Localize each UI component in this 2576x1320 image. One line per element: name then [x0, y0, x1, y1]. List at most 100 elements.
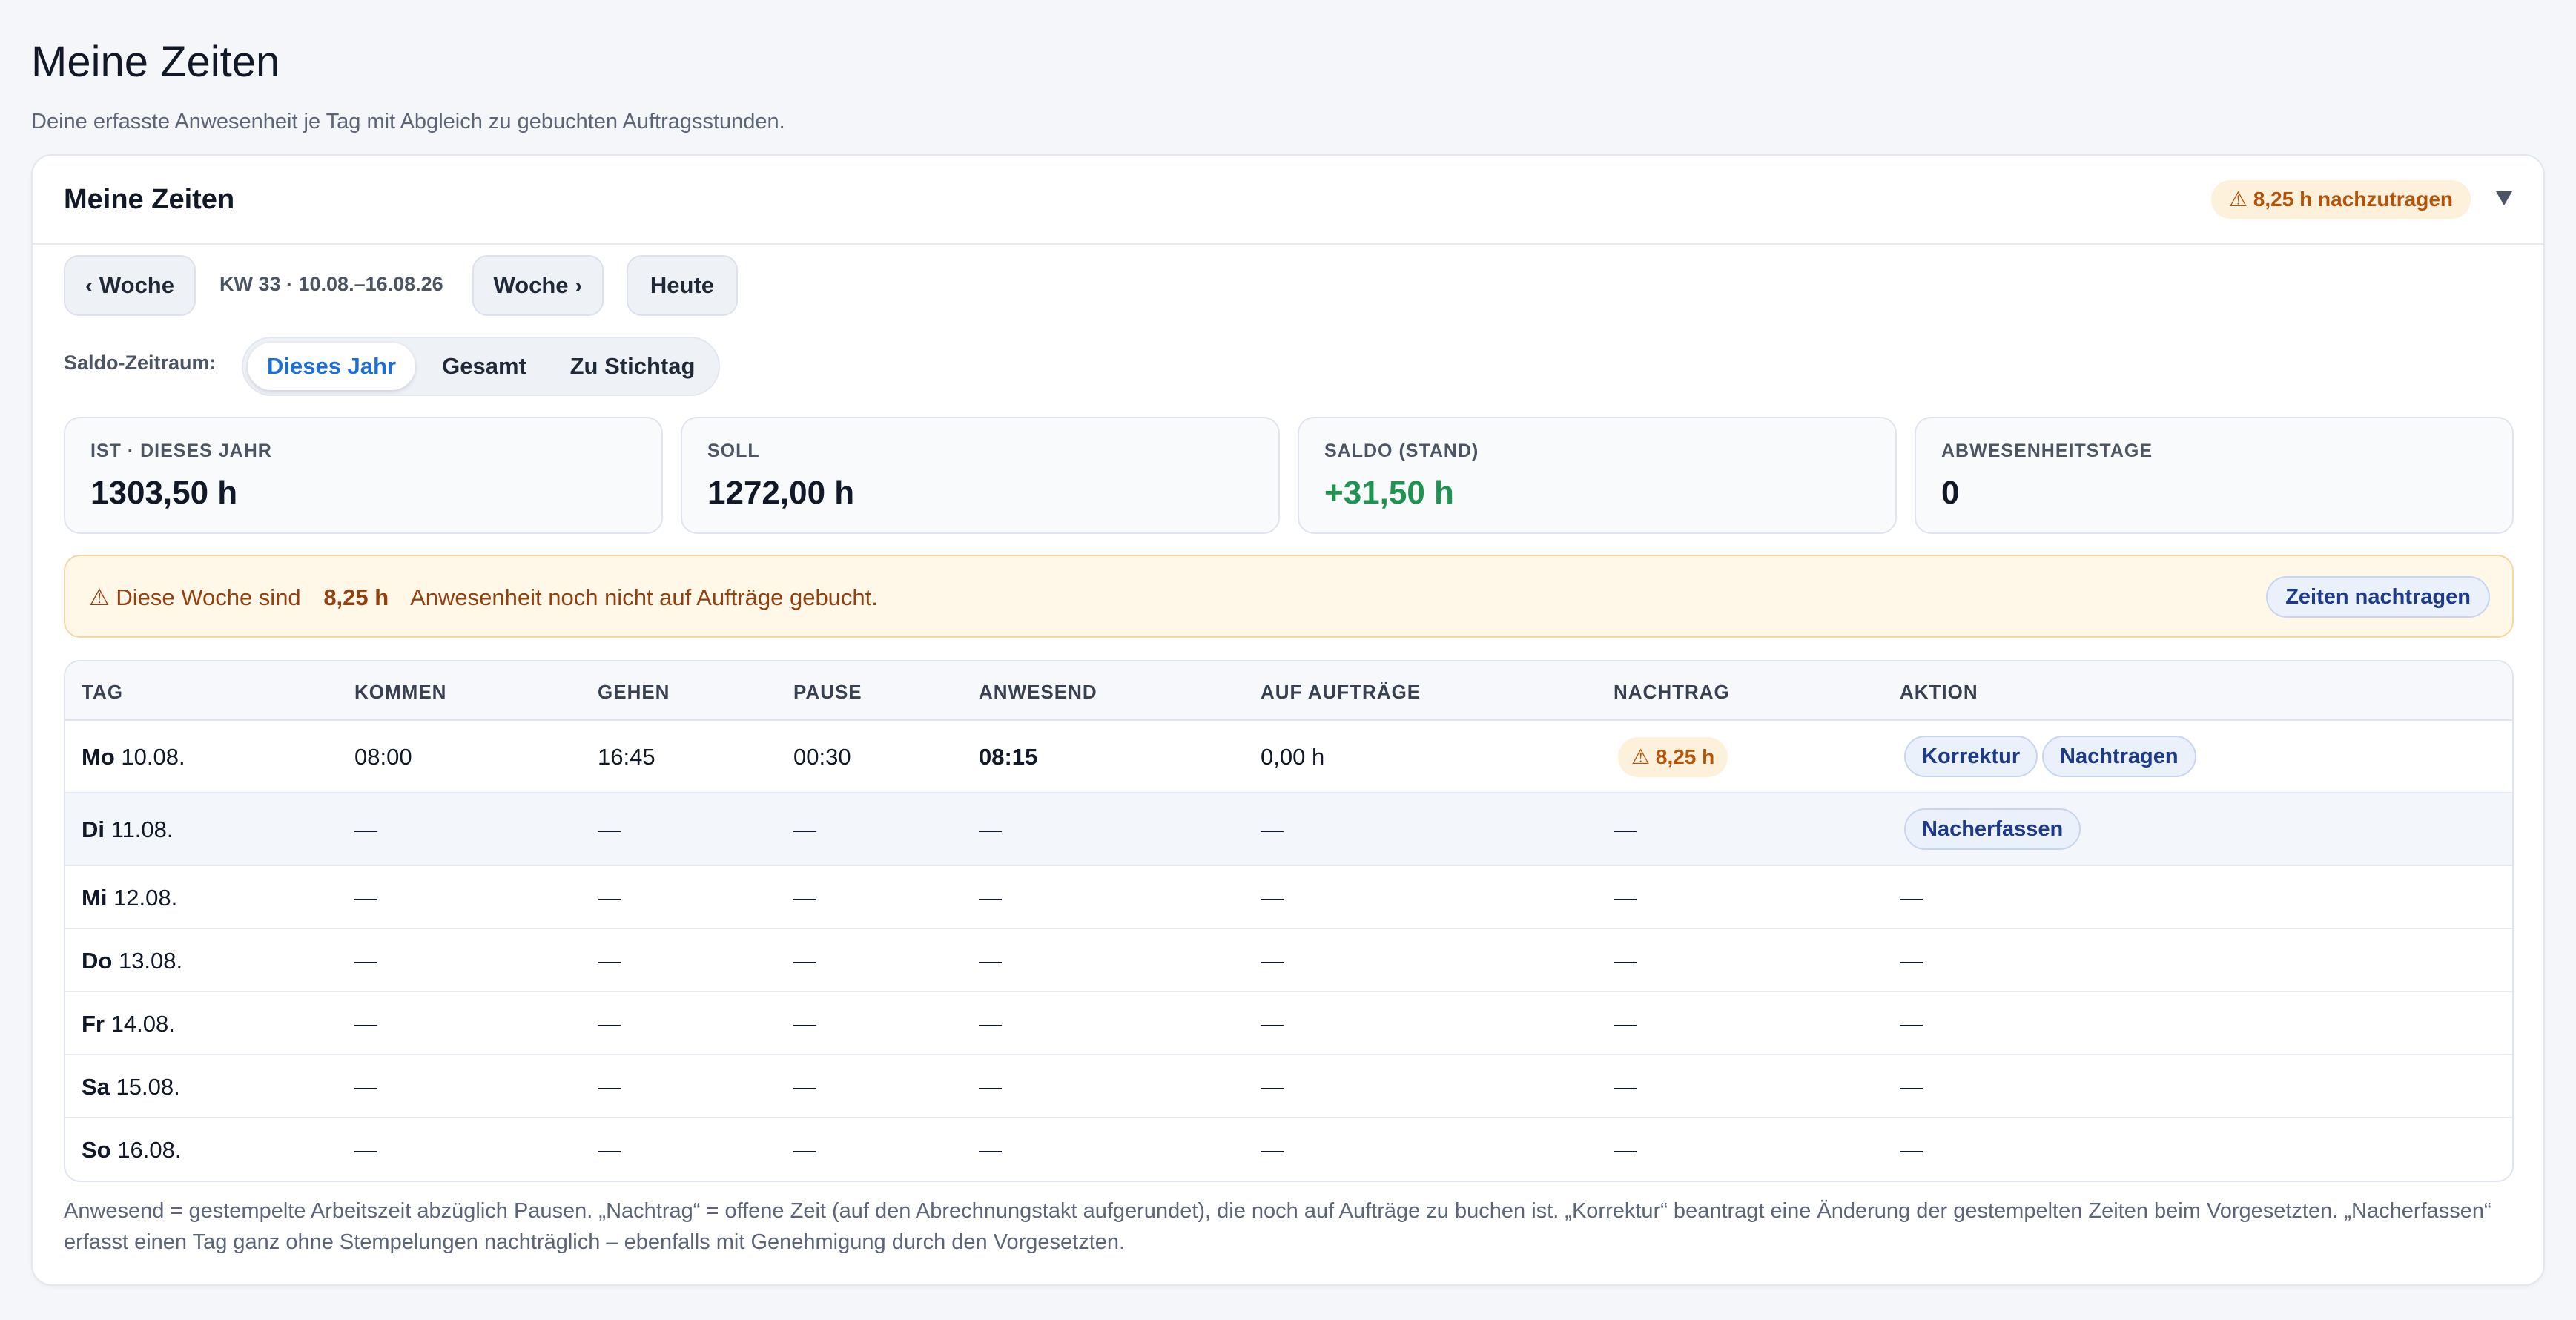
cell-come: — — [354, 885, 377, 911]
backlog-badge: ⚠ 8,25 h — [1618, 737, 1728, 777]
cell-action: — — [1900, 885, 1923, 911]
date: 10.08. — [121, 744, 185, 770]
cell-present: — — [979, 1137, 1002, 1163]
page-subtitle: Deine erfasste Anwesenheit je Tag mit Ab… — [31, 110, 785, 133]
stat-card-soll: SOLL 1272,00 h — [681, 417, 1280, 534]
table-row: So 16.08. — — — — — — — — [65, 1118, 2512, 1181]
triangle-down-icon[interactable] — [2494, 188, 2514, 208]
saldo-option-total[interactable]: Gesamt — [442, 353, 526, 379]
cell-leave: — — [598, 948, 621, 974]
alert-suffix: Anwesenheit noch nicht auf Aufträge gebu… — [410, 584, 878, 610]
cell-present: — — [979, 948, 1002, 974]
weekday: Sa — [82, 1074, 110, 1100]
cell-break: — — [793, 885, 816, 911]
column-header-break: PAUSE — [793, 681, 862, 703]
prev-week-button[interactable]: ‹ Woche — [64, 255, 196, 316]
today-button[interactable]: Heute — [627, 255, 738, 316]
week-label: KW 33 · 10.08.–16.08.26 — [219, 273, 443, 295]
stat-value: 1272,00 h — [707, 475, 855, 511]
cell-present: — — [979, 885, 1002, 911]
date: 16.08. — [117, 1137, 182, 1163]
cell-leave: — — [598, 1137, 621, 1163]
alert-prefix: ⚠ Diese Woche sind — [89, 584, 301, 610]
cell-backlog: — — [1614, 948, 1637, 974]
cell-break: — — [793, 1074, 816, 1100]
cell-orders: — — [1261, 816, 1284, 842]
saldo-range-selector: Dieses Jahr Gesamt Zu Stichtag — [242, 337, 720, 396]
saldo-option-key-date[interactable]: Zu Stichtag — [569, 353, 696, 379]
weekday: Mi — [82, 885, 108, 911]
cell-backlog: — — [1614, 816, 1637, 842]
cell-come: 08:00 — [354, 744, 412, 770]
alert-message: ⚠ Diese Woche sind 8,25 h Anwesenheit no… — [89, 584, 878, 611]
cell-action: — — [1900, 1137, 1923, 1163]
stat-label: ABWESENHEITSTAGE — [1941, 440, 2153, 461]
cell-backlog: — — [1614, 1137, 1637, 1163]
legend-footnote: Anwesend = gestempelte Arbeitszeit abzüg… — [64, 1199, 2491, 1254]
cell-come: — — [354, 1011, 377, 1037]
cell-come: — — [354, 948, 377, 974]
cell-orders: — — [1261, 1137, 1284, 1163]
column-header-action: AKTION — [1900, 681, 1978, 703]
cell-break: — — [793, 1137, 816, 1163]
date: 15.08. — [116, 1074, 180, 1100]
column-header-come: KOMMEN — [354, 681, 447, 703]
book-times-button[interactable]: Zeiten nachtragen — [2266, 576, 2490, 618]
weekday: Di — [82, 816, 105, 842]
page-title: Meine Zeiten — [31, 38, 280, 86]
pending-hours-badge: ⚠ 8,25 h nachzutragen — [2210, 180, 2471, 219]
cell-day: Mo 10.08. — [82, 744, 185, 770]
alert-hours: 8,25 h — [323, 584, 389, 610]
column-header-present: ANWESEND — [979, 681, 1097, 703]
cell-present: — — [979, 1011, 1002, 1037]
cell-backlog: — — [1614, 1011, 1637, 1037]
column-header-leave: GEHEN — [598, 681, 670, 703]
cell-backlog: — — [1614, 1074, 1637, 1100]
stat-label: IST · DIESES JAHR — [90, 440, 272, 461]
cell-come: — — [354, 1074, 377, 1100]
saldo-option-this-year[interactable]: Dieses Jahr — [248, 343, 415, 390]
column-header-day: TAG — [82, 681, 123, 703]
date: 12.08. — [113, 885, 178, 911]
table-row: Fr 14.08. — — — — — — — — [65, 992, 2512, 1055]
column-header-orders: AUF AUFTRÄGE — [1261, 681, 1421, 703]
cell-come: — — [354, 1137, 377, 1163]
cell-day: Do 13.08. — [82, 948, 182, 974]
table-row: Mi 12.08. — — — — — — — — [65, 866, 2512, 929]
times-card: Meine Zeiten ⚠ 8,25 h nachzutragen ‹ Woc… — [31, 154, 2545, 1286]
cell-orders: — — [1261, 1074, 1284, 1100]
cell-break: — — [793, 948, 816, 974]
cell-leave: — — [598, 816, 621, 842]
weekday: So — [82, 1137, 111, 1163]
card-header[interactable]: Meine Zeiten ⚠ 8,25 h nachzutragen — [33, 156, 2543, 245]
correction-button[interactable]: Korrektur — [1904, 736, 2038, 777]
cell-orders: — — [1261, 948, 1284, 974]
book-later-button[interactable]: Nachtragen — [2042, 736, 2196, 777]
cell-action: — — [1900, 948, 1923, 974]
stat-label: SALDO (STAND) — [1324, 440, 1479, 461]
card-title: Meine Zeiten — [64, 184, 235, 215]
cell-day: So 16.08. — [82, 1137, 181, 1164]
table-row: Di 11.08. — — — — — — Nacherfassen — [65, 793, 2512, 866]
cell-leave: — — [598, 1011, 621, 1037]
stat-card-saldo: SALDO (STAND) +31,50 h — [1298, 417, 1897, 534]
cell-backlog: — — [1614, 885, 1637, 911]
cell-day: Mi 12.08. — [82, 885, 177, 911]
cell-present: — — [979, 816, 1002, 842]
stat-value: +31,50 h — [1324, 475, 1454, 511]
cell-break: — — [793, 816, 816, 842]
cell-leave: 16:45 — [598, 744, 655, 770]
date: 13.08. — [118, 948, 183, 974]
record-later-button[interactable]: Nacherfassen — [1904, 808, 2081, 850]
cell-present: 08:15 — [979, 744, 1038, 770]
next-week-button[interactable]: Woche › — [472, 255, 604, 316]
cell-orders: 0,00 h — [1261, 744, 1325, 770]
cell-orders: — — [1261, 885, 1284, 911]
date: 14.08. — [110, 1011, 175, 1037]
cell-break: 00:30 — [793, 744, 851, 770]
stat-label: SOLL — [707, 440, 760, 461]
stat-card-absence-days: ABWESENHEITSTAGE 0 — [1915, 417, 2514, 534]
time-table: TAG KOMMEN GEHEN PAUSE ANWESEND AUF AUFT… — [64, 660, 2514, 1182]
stat-value: 0 — [1941, 475, 1960, 511]
unbooked-hours-alert: ⚠ Diese Woche sind 8,25 h Anwesenheit no… — [64, 555, 2514, 638]
